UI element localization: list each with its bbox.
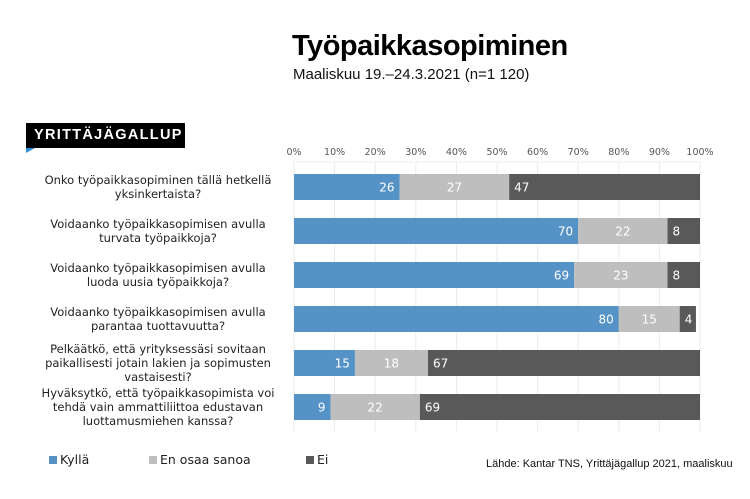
category-label-line: turvata työpaikkoja? <box>99 231 217 245</box>
gridlines <box>293 161 701 431</box>
category-label: Voidaanko työpaikkasopimisen avulla turva… <box>28 217 288 245</box>
legend-label: Ei <box>317 452 329 467</box>
category-label-line: luoda uusia työpaikkoja? <box>86 275 230 289</box>
bars <box>294 174 700 420</box>
data-label: 26 <box>379 181 394 195</box>
bar-kyllä <box>294 218 579 244</box>
category-label: Hyväksytkö, että työpaikkasopimista voi t… <box>28 386 288 428</box>
chart-subtitle: Maaliskuu 19.–24.3.2021 (n=1 120) <box>293 66 530 83</box>
bar-ei <box>427 350 700 376</box>
data-label: 69 <box>425 401 440 415</box>
x-axis-ticks: 0% 10% 20% 30% 40% 50% 60% 70% 80% 90% 100% <box>286 147 713 158</box>
x-tick-label: 10% <box>324 147 345 158</box>
data-label: 9 <box>318 401 326 415</box>
bar-kyllä <box>294 306 619 332</box>
legend-swatch <box>306 456 314 464</box>
bar-kyllä <box>294 394 331 420</box>
data-label: 8 <box>673 225 681 239</box>
data-label: 80 <box>599 313 614 327</box>
data-label: 15 <box>642 313 657 327</box>
logo-accent-triangle <box>26 148 35 153</box>
bar-en-osaa-sanoa <box>330 394 420 420</box>
data-label: 23 <box>613 269 628 283</box>
source-note: Lähde: Kantar TNS, Yrittäjägallup 2021, … <box>486 458 733 470</box>
logo-text: YRITTÄJÄGALLUP <box>34 127 183 143</box>
data-label: 22 <box>368 401 383 415</box>
category-label: Voidaanko työpaikkasopimisen avulla luoda… <box>28 261 288 289</box>
bar-ei <box>679 306 696 332</box>
category-label-line: parantaa tuottavuutta? <box>90 319 226 333</box>
bar-en-osaa-sanoa <box>578 218 668 244</box>
bar-ei <box>419 394 700 420</box>
bar-kyllä <box>294 262 575 288</box>
bar-kyllä <box>294 350 355 376</box>
x-tick-label: 20% <box>365 147 386 158</box>
category-label-line: Voidaanko työpaikkasopimisen avulla <box>50 305 266 319</box>
legend-swatch <box>49 456 57 464</box>
category-label: Onko työpaikkasopiminen tällä hetkellä yk… <box>28 173 288 201</box>
x-tick-label: 30% <box>405 147 426 158</box>
data-label: 69 <box>554 269 569 283</box>
category-label-line: Pelkäätkö, että yrityksessäsi sovitaan <box>50 342 266 356</box>
category-label-line: yksinkertaista? <box>114 187 202 201</box>
category-label-line: paikallisesti jotain lakien ja sopimuste… <box>45 356 271 370</box>
data-label: 4 <box>685 313 693 327</box>
bar-ei <box>509 174 700 200</box>
bar-en-osaa-sanoa <box>618 306 680 332</box>
bar-en-osaa-sanoa <box>574 262 668 288</box>
x-tick-label: 50% <box>486 147 507 158</box>
legend-item: Kyllä <box>49 452 89 467</box>
data-label: 70 <box>558 225 573 239</box>
category-label-line: tehdä vain ammattiliittoa edustavan <box>52 400 264 414</box>
x-tick-label: 40% <box>446 147 467 158</box>
x-tick-label: 80% <box>608 147 629 158</box>
category-label-line: Voidaanko työpaikkasopimisen avulla <box>50 261 266 275</box>
yrittajagallup-logo: YRITTÄJÄGALLUP <box>26 123 185 148</box>
category-label-line: Hyväksytkö, että työpaikkasopimista voi <box>41 386 275 400</box>
data-label: 27 <box>447 181 462 195</box>
bar-en-osaa-sanoa <box>399 174 510 200</box>
data-label: 15 <box>335 357 350 371</box>
data-labels: 26 27 47 70 22 8 69 23 8 80 15 4 15 18 67 9 22 69 <box>318 181 692 415</box>
legend-item: Ei <box>306 452 328 467</box>
bar-ei <box>667 262 700 288</box>
legend-label: En osaa sanoa <box>160 452 251 467</box>
x-tick-label: 70% <box>568 147 589 158</box>
data-label: 18 <box>384 357 399 371</box>
category-label-line: Voidaanko työpaikkasopimisen avulla <box>50 217 266 231</box>
x-tick-label: 60% <box>527 147 548 158</box>
category-label-line: luottamusmiehen kanssa? <box>82 414 234 428</box>
x-tick-label: 100% <box>686 147 713 158</box>
category-label-line: Onko työpaikkasopiminen tällä hetkellä <box>44 173 272 187</box>
category-label: Voidaanko työpaikkasopimisen avulla paran… <box>28 305 288 333</box>
legend-item: En osaa sanoa <box>149 452 251 467</box>
x-tick-label: 0% <box>286 147 301 158</box>
legend-swatch <box>149 456 157 464</box>
bar-ei <box>667 218 700 244</box>
data-label: 47 <box>514 181 529 195</box>
category-label: Pelkäätkö, että yrityksessäsi sovitaan pa… <box>28 342 288 384</box>
bar-en-osaa-sanoa <box>354 350 428 376</box>
category-label-line: vastaisesti? <box>124 370 192 384</box>
legend-label: Kyllä <box>60 452 90 467</box>
x-tick-label: 90% <box>649 147 670 158</box>
data-label: 67 <box>433 357 448 371</box>
chart-title: Työpaikkasopiminen <box>292 30 568 62</box>
data-label: 22 <box>615 225 630 239</box>
bar-kyllä <box>294 174 400 200</box>
data-label: 8 <box>673 269 681 283</box>
